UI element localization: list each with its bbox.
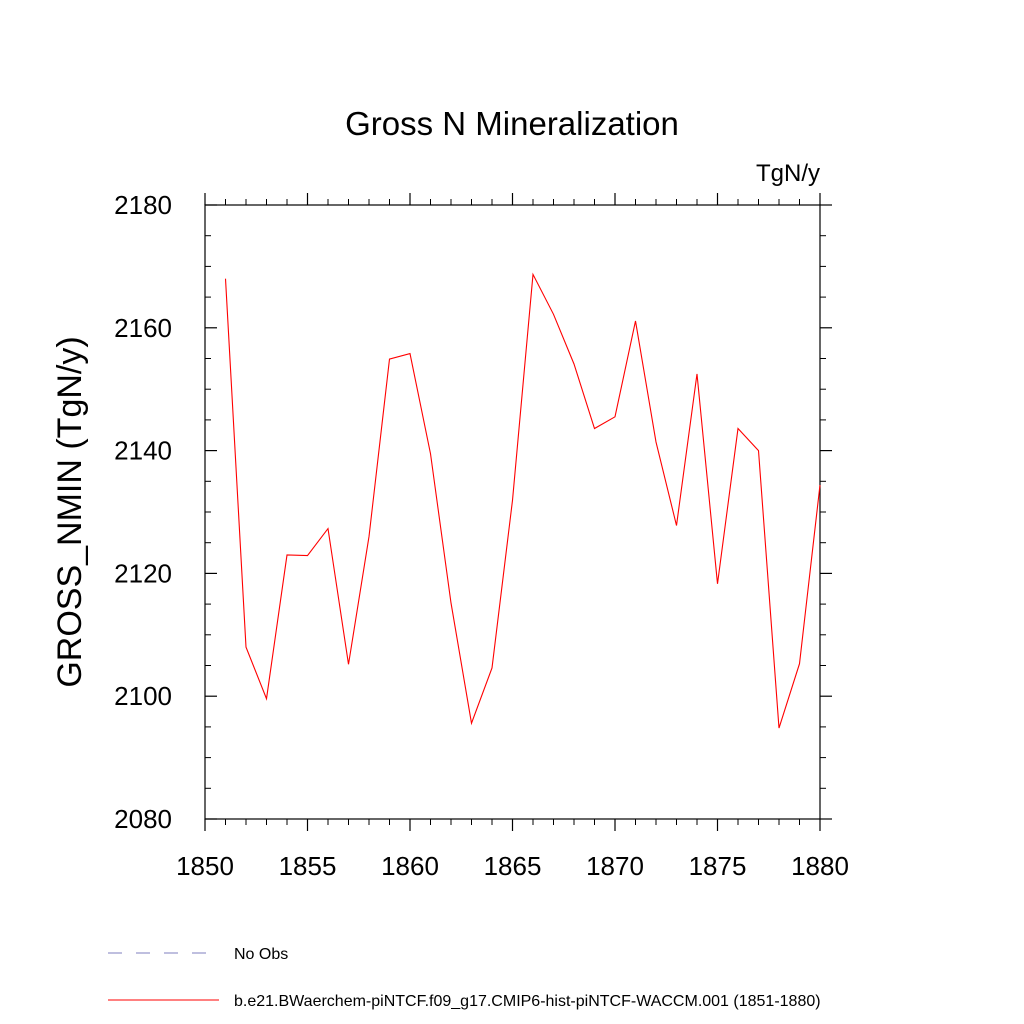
y-axis-label: GROSS_NMIN (TgN/y)	[51, 336, 89, 687]
y-tick-label: 2120	[114, 558, 172, 588]
legend-label: b.e21.BWaerchem-piNTCF.f09_g17.CMIP6-his…	[234, 993, 821, 1010]
plot-frame	[204, 204, 821, 820]
y-tick-label: 2100	[114, 681, 172, 711]
legend: No Obs b.e21.BWaerchem-piNTCF.f09_g17.CMI…	[108, 946, 821, 1010]
x-tick-label: 1865	[484, 851, 542, 881]
series-layer	[224, 272, 821, 729]
x-tick-label: 1850	[176, 851, 234, 881]
legend-label: No Obs	[234, 946, 288, 963]
units-label: TgN/y	[756, 160, 820, 187]
series-line	[224, 272, 821, 729]
y-axis-ticks: 2080 2100 2120 2140 2160 2180	[114, 190, 832, 834]
x-tick-label: 1870	[586, 851, 644, 881]
y-tick-label: 2140	[114, 436, 172, 466]
x-tick-label: 1880	[791, 851, 849, 881]
y-tick-label: 2180	[114, 190, 172, 220]
y-tick-label: 2080	[114, 804, 172, 834]
y-tick-label: 2160	[114, 313, 172, 343]
chart-title: Gross N Mineralization	[345, 105, 679, 142]
x-tick-label: 1875	[689, 851, 747, 881]
x-tick-label: 1860	[381, 851, 439, 881]
x-tick-label: 1855	[279, 851, 337, 881]
x-axis-ticks: 1850 1855 1860 1865 1870 1875 1880	[176, 193, 849, 881]
